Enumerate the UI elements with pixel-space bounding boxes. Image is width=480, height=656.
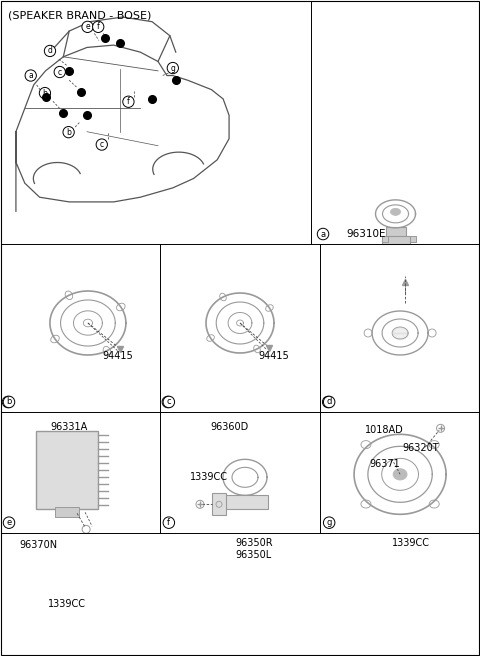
Text: e: e [6, 518, 12, 527]
FancyBboxPatch shape [409, 236, 416, 242]
Text: g: g [326, 518, 332, 527]
FancyBboxPatch shape [36, 432, 98, 509]
Text: b: b [43, 89, 48, 98]
Circle shape [196, 501, 204, 508]
Text: 94415: 94415 [258, 351, 289, 361]
Ellipse shape [393, 469, 407, 480]
Text: e: e [85, 22, 90, 31]
Text: 96310E: 96310E [346, 229, 385, 239]
Text: d: d [325, 398, 331, 407]
Text: b: b [6, 398, 12, 407]
Text: 1339CC: 1339CC [392, 538, 430, 548]
Text: a: a [28, 71, 33, 80]
Text: d: d [326, 398, 332, 407]
Text: f: f [97, 22, 99, 31]
Text: 96350L: 96350L [235, 550, 271, 560]
Text: 96350R: 96350R [235, 538, 273, 548]
Text: a: a [321, 230, 325, 239]
Text: 94415: 94415 [102, 351, 132, 361]
Text: c: c [166, 398, 170, 407]
Text: 96320T: 96320T [402, 443, 439, 453]
Text: 96360D: 96360D [210, 422, 248, 432]
Text: c: c [100, 140, 104, 149]
FancyBboxPatch shape [385, 227, 406, 239]
Circle shape [437, 424, 444, 432]
FancyBboxPatch shape [382, 236, 387, 242]
Text: f: f [168, 518, 170, 527]
Text: g: g [170, 64, 175, 73]
Text: 1018AD: 1018AD [365, 425, 404, 435]
FancyBboxPatch shape [222, 495, 268, 509]
Text: (SPEAKER BRAND - BOSE): (SPEAKER BRAND - BOSE) [8, 10, 151, 20]
Text: 96331A: 96331A [50, 422, 87, 432]
Text: c: c [167, 398, 171, 407]
Text: 96371: 96371 [370, 459, 400, 469]
Text: b: b [66, 128, 71, 136]
Text: 96370N: 96370N [19, 540, 57, 550]
Ellipse shape [391, 209, 400, 215]
FancyBboxPatch shape [55, 507, 79, 518]
Text: 1339CC: 1339CC [48, 599, 86, 609]
Text: b: b [5, 398, 11, 407]
Text: c: c [58, 68, 62, 77]
Text: f: f [127, 97, 130, 106]
Text: d: d [48, 47, 52, 56]
FancyBboxPatch shape [382, 236, 409, 244]
FancyBboxPatch shape [212, 493, 226, 516]
Text: 1339CC: 1339CC [190, 472, 228, 482]
